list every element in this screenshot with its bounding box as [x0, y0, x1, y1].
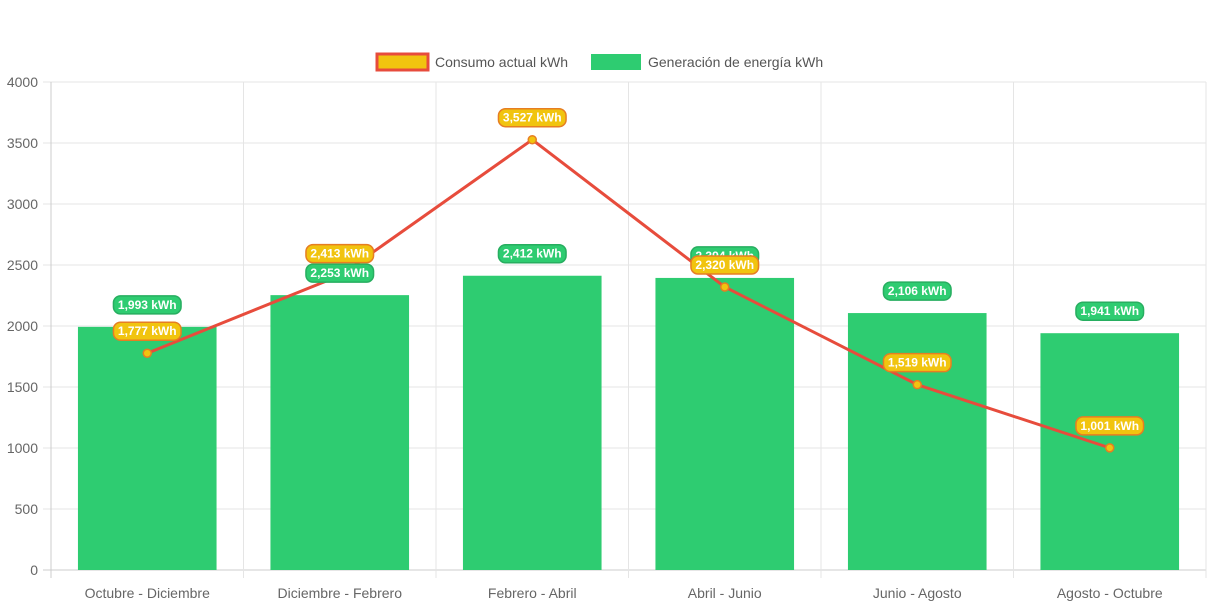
bar[interactable]	[847, 313, 987, 570]
line-data-label: 1,001 kWh	[1075, 416, 1145, 436]
line-point[interactable]	[1105, 443, 1115, 453]
bar-data-label-text: 2,253 kWh	[310, 266, 369, 280]
bar-data-label-text: 1,993 kWh	[118, 298, 177, 312]
bar[interactable]	[77, 326, 217, 570]
x-tick-label: Junio - Agosto	[873, 585, 962, 601]
y-tick-label: 1000	[7, 440, 38, 456]
line-data-label: 1,777 kWh	[112, 321, 182, 341]
x-tick-label: Octubre - Diciembre	[85, 585, 210, 601]
y-tick-label: 500	[15, 501, 39, 517]
line-data-label: 2,413 kWh	[305, 243, 375, 264]
line-data-label-text: 2,320 kWh	[695, 258, 754, 272]
bar-data-label: 1,941 kWh	[1075, 301, 1145, 321]
line-point[interactable]	[527, 134, 537, 145]
legend-label-consumo: Consumo actual kWh	[435, 54, 568, 70]
x-tick-label: Agosto - Octubre	[1057, 585, 1163, 601]
line-data-labels: 1,777 kWh 2,413 kWh 3,527 kWh 2,320 kWh 1,51…	[112, 107, 1145, 436]
line-data-label-text: 1,777 kWh	[118, 324, 177, 338]
bar-data-label-bg	[882, 281, 952, 301]
y-tick-label: 4000	[7, 74, 38, 90]
line-data-label-text: 3,527 kWh	[503, 111, 562, 125]
y-tick-label: 2500	[7, 257, 38, 273]
bar-data-label: 1,993 kWh	[112, 295, 182, 315]
bar-data-label: 2,412 kWh	[497, 243, 567, 264]
bar-data-label-text: 2,106 kWh	[888, 284, 947, 298]
x-tick-label: Febrero - Abril	[488, 585, 577, 601]
x-axis-ticks: Octubre - Diciembre Diciembre - Febrero Fe…	[85, 585, 1163, 601]
line-path	[146, 138, 1111, 450]
legend-item-consumo[interactable]: Consumo actual kWh	[375, 52, 568, 72]
bar-data-label-bg	[305, 263, 375, 283]
line-point[interactable]	[720, 282, 730, 292]
bar-data-label: 2,106 kWh	[882, 281, 952, 301]
bar-series	[77, 275, 1180, 570]
legend-swatch-generacion	[591, 54, 641, 70]
x-tick-label: Abril - Junio	[688, 585, 762, 601]
bar[interactable]	[655, 277, 795, 570]
line-data-label-text: 2,413 kWh	[310, 247, 369, 261]
y-tick-label: 3000	[7, 196, 38, 212]
line-data-label: 2,320 kWh	[690, 255, 760, 275]
bar-data-label-bg	[112, 295, 182, 315]
y-tick-label: 2000	[7, 318, 38, 334]
line-point[interactable]	[912, 379, 922, 390]
line-data-label-bg	[1075, 416, 1145, 436]
line-data-label-bg	[497, 107, 567, 128]
y-tick-label: 0	[30, 562, 38, 578]
bar-data-label-text: 1,941 kWh	[1080, 304, 1139, 318]
bar[interactable]	[270, 295, 410, 570]
line-data-label-text: 1,519 kWh	[888, 356, 947, 370]
line-data-label-bg	[112, 321, 182, 341]
line-data-label-bg	[690, 255, 760, 275]
legend: Consumo actual kWh Generación de energía…	[375, 52, 823, 72]
bar-data-label: 2,253 kWh	[305, 263, 375, 283]
x-tick-label: Diciembre - Febrero	[278, 585, 403, 601]
line-data-label-bg	[882, 352, 952, 373]
y-tick-label: 3500	[7, 135, 38, 151]
grid-lines	[43, 81, 1207, 578]
line-data-label-bg	[305, 243, 375, 264]
line-point[interactable]	[142, 348, 152, 358]
bar-data-label-bg	[1075, 301, 1145, 321]
legend-label-generacion: Generación de energía kWh	[648, 54, 823, 70]
line-data-label: 1,519 kWh	[882, 352, 952, 373]
bar-data-label-text: 2,412 kWh	[503, 247, 562, 261]
line-data-label-text: 1,001 kWh	[1080, 419, 1139, 433]
line-data-label: 3,527 kWh	[497, 107, 567, 128]
bar[interactable]	[462, 275, 602, 570]
bar-data-label-bg	[497, 243, 567, 264]
legend-item-generacion[interactable]: Generación de energía kWh	[591, 54, 823, 70]
y-tick-label: 1500	[7, 379, 38, 395]
legend-swatch-consumo	[375, 52, 430, 72]
y-axis-ticks: 0 500 1000 1500 2000 2500 3000 3500 4000	[7, 74, 38, 578]
